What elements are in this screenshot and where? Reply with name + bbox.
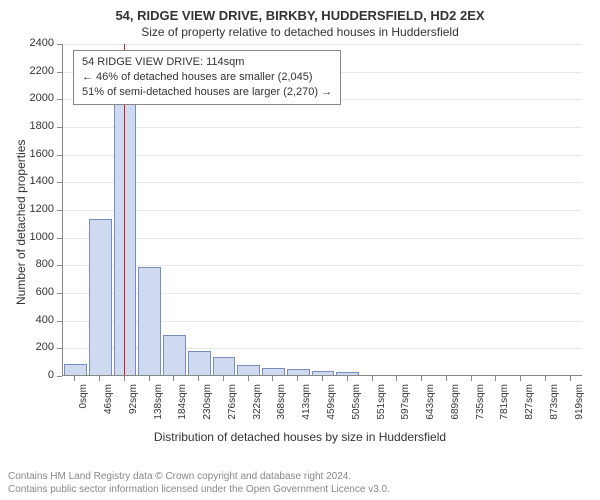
x-tick-label: 735sqm xyxy=(475,384,486,424)
x-tick-mark xyxy=(471,376,472,381)
y-tick-label: 400 xyxy=(14,314,54,326)
bar xyxy=(64,364,87,375)
x-tick-mark xyxy=(173,376,174,381)
x-tick-mark xyxy=(248,376,249,381)
y-tick-label: 1200 xyxy=(14,203,54,215)
x-tick-label: 322sqm xyxy=(252,384,263,424)
y-tick-mark xyxy=(57,127,62,128)
grid-line xyxy=(63,155,582,156)
bar xyxy=(336,372,359,375)
grid-line xyxy=(63,238,582,239)
x-tick-label: 0sqm xyxy=(78,384,89,424)
footer-line: Contains HM Land Registry data © Crown c… xyxy=(8,471,592,484)
y-tick-mark xyxy=(57,321,62,322)
y-tick-label: 1600 xyxy=(14,148,54,160)
chart-title-line2: Size of property relative to detached ho… xyxy=(0,23,600,39)
x-tick-label: 138sqm xyxy=(153,384,164,424)
y-tick-mark xyxy=(57,376,62,377)
bar xyxy=(89,219,112,375)
y-tick-mark xyxy=(57,72,62,73)
grid-line xyxy=(63,182,582,183)
x-tick-mark xyxy=(322,376,323,381)
x-tick-mark xyxy=(396,376,397,381)
x-tick-label: 689sqm xyxy=(450,384,461,424)
x-tick-label: 597sqm xyxy=(400,384,411,424)
y-tick-label: 2200 xyxy=(14,65,54,77)
bar xyxy=(287,369,310,375)
x-tick-mark xyxy=(421,376,422,381)
x-tick-label: 551sqm xyxy=(376,384,387,424)
x-tick-mark xyxy=(446,376,447,381)
y-tick-label: 1400 xyxy=(14,175,54,187)
y-tick-mark xyxy=(57,182,62,183)
x-tick-label: 919sqm xyxy=(574,384,585,424)
y-tick-mark xyxy=(57,293,62,294)
bar xyxy=(163,335,186,375)
y-tick-label: 1800 xyxy=(14,120,54,132)
y-tick-label: 1000 xyxy=(14,231,54,243)
footer-line: Contains public sector information licen… xyxy=(8,484,592,497)
y-tick-label: 200 xyxy=(14,341,54,353)
y-tick-mark xyxy=(57,99,62,100)
x-tick-mark xyxy=(347,376,348,381)
x-tick-mark xyxy=(545,376,546,381)
y-tick-mark xyxy=(57,238,62,239)
x-axis-label: Distribution of detached houses by size … xyxy=(0,430,600,444)
x-tick-label: 230sqm xyxy=(202,384,213,424)
info-box: 54 RIDGE VIEW DRIVE: 114sqm ← 46% of det… xyxy=(73,50,341,105)
y-tick-mark xyxy=(57,155,62,156)
x-tick-mark xyxy=(223,376,224,381)
info-box-line: 51% of semi-detached houses are larger (… xyxy=(82,85,332,100)
y-tick-mark xyxy=(57,348,62,349)
x-tick-label: 46sqm xyxy=(103,384,114,424)
bar xyxy=(312,371,335,375)
footer-attribution: Contains HM Land Registry data © Crown c… xyxy=(8,471,592,496)
bar xyxy=(262,368,285,375)
x-tick-label: 368sqm xyxy=(276,384,287,424)
x-tick-mark xyxy=(124,376,125,381)
y-axis-label: Number of detached properties xyxy=(14,140,28,305)
y-tick-label: 800 xyxy=(14,258,54,270)
y-tick-mark xyxy=(57,210,62,211)
x-tick-mark xyxy=(198,376,199,381)
grid-line xyxy=(63,127,582,128)
x-tick-label: 781sqm xyxy=(499,384,510,424)
bar xyxy=(237,365,260,375)
y-tick-label: 0 xyxy=(14,369,54,381)
y-tick-mark xyxy=(57,265,62,266)
x-tick-mark xyxy=(297,376,298,381)
chart-title-line1: 54, RIDGE VIEW DRIVE, BIRKBY, HUDDERSFIE… xyxy=(0,0,600,23)
x-tick-label: 184sqm xyxy=(177,384,188,424)
x-tick-label: 873sqm xyxy=(549,384,560,424)
x-tick-label: 459sqm xyxy=(326,384,337,424)
y-tick-label: 2400 xyxy=(14,37,54,49)
bar xyxy=(213,357,236,375)
x-tick-mark xyxy=(99,376,100,381)
x-tick-label: 643sqm xyxy=(425,384,436,424)
x-tick-label: 827sqm xyxy=(524,384,535,424)
x-tick-mark xyxy=(520,376,521,381)
x-tick-label: 92sqm xyxy=(128,384,139,424)
grid-line xyxy=(63,44,582,45)
bar xyxy=(188,351,211,375)
y-tick-label: 600 xyxy=(14,286,54,298)
info-box-line: 54 RIDGE VIEW DRIVE: 114sqm xyxy=(82,55,332,70)
x-tick-mark xyxy=(272,376,273,381)
y-tick-mark xyxy=(57,44,62,45)
x-tick-mark xyxy=(74,376,75,381)
x-tick-mark xyxy=(495,376,496,381)
y-tick-label: 2000 xyxy=(14,92,54,104)
x-tick-mark xyxy=(372,376,373,381)
x-tick-mark xyxy=(149,376,150,381)
x-tick-label: 413sqm xyxy=(301,384,312,424)
bar xyxy=(138,267,161,375)
x-tick-label: 276sqm xyxy=(227,384,238,424)
x-tick-label: 505sqm xyxy=(351,384,362,424)
grid-line xyxy=(63,210,582,211)
x-tick-mark xyxy=(570,376,571,381)
info-box-line: ← 46% of detached houses are smaller (2,… xyxy=(82,70,332,85)
